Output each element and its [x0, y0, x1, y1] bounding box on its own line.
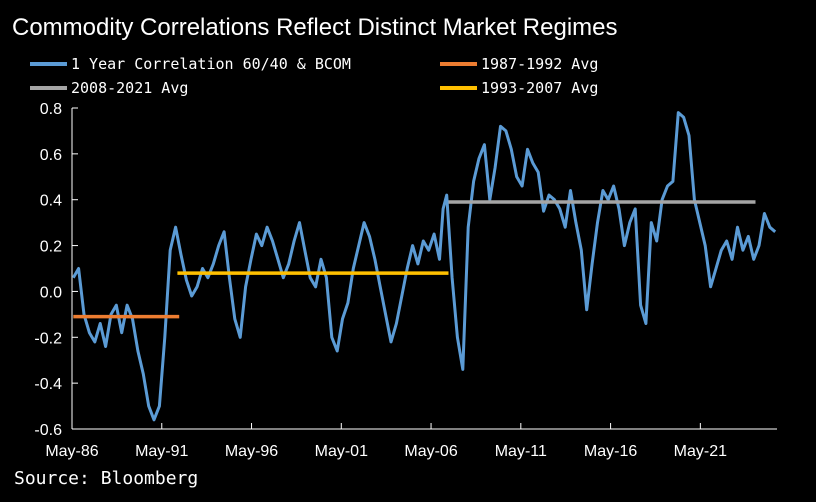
x-tick-label: May-11 [495, 443, 547, 460]
axes [71, 108, 777, 430]
x-ticks: May-86 May-91 May-96 May-01 May-06 May-11 May-… [45, 423, 727, 460]
x-tick-label: May-06 [404, 443, 457, 460]
legend-label: 1987-1992 Avg [481, 55, 598, 73]
y-tick-label: -0.4 [34, 376, 62, 393]
legend: 1 Year Correlation 60/40 & BCOM 1987-1992… [30, 55, 598, 97]
x-tick-label: May-01 [315, 443, 368, 460]
legend-label: 2008-2021 Avg [71, 79, 188, 97]
legend-label: 1 Year Correlation 60/40 & BCOM [71, 55, 351, 73]
chart-title: Commodity Correlations Reflect Distinct … [12, 14, 618, 41]
y-tick-label: 0.4 [40, 193, 62, 210]
x-tick-label: May-16 [584, 443, 637, 460]
series-group [72, 111, 777, 422]
y-tick-label: 0.6 [40, 147, 62, 164]
x-tick-label: May-21 [674, 443, 727, 460]
x-tick-label: May-91 [135, 443, 188, 460]
y-tick-label: 0.8 [40, 101, 62, 118]
y-tick-label: 0.0 [40, 284, 62, 301]
legend-label: 1993-2007 Avg [481, 79, 598, 97]
x-tick-label: May-96 [225, 443, 278, 460]
source-note: Source: Bloomberg [14, 468, 199, 489]
y-tick-label: 0.2 [40, 239, 62, 256]
y-tick-label: -0.6 [34, 422, 62, 439]
series-line-correlation [72, 111, 777, 422]
y-tick-label: -0.2 [34, 330, 62, 347]
x-tick-label: May-86 [45, 443, 98, 460]
y-ticks: 0.8 0.6 0.4 0.2 0.0 -0.2 -0.4 -0.6 [34, 101, 78, 439]
